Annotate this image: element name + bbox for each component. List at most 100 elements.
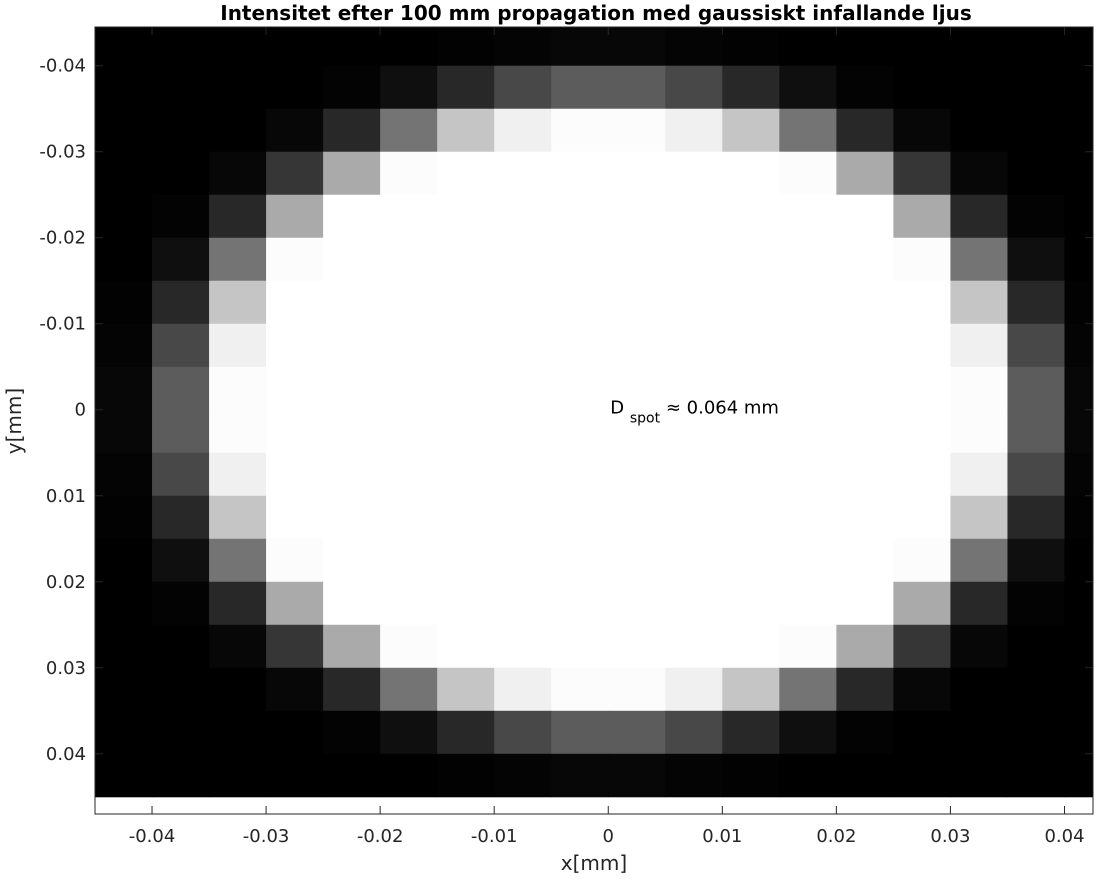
heatmap-cell — [1007, 323, 1065, 368]
heatmap-cell — [1007, 409, 1065, 454]
heatmap-cell — [266, 624, 324, 669]
heatmap-cell — [608, 710, 666, 755]
heatmap-cell — [608, 495, 666, 540]
heatmap-cell — [494, 194, 552, 239]
heatmap-cell — [950, 753, 1008, 798]
heatmap-cell — [950, 108, 1008, 153]
x-tick-label: -0.03 — [243, 826, 290, 847]
heatmap-cell — [1007, 280, 1065, 325]
heatmap-cell — [551, 538, 609, 583]
y-axis-label: y[mm] — [2, 388, 26, 454]
heatmap-cell — [437, 108, 495, 153]
heatmap-cell — [779, 237, 837, 282]
heatmap-cell — [1007, 667, 1065, 712]
heatmap-cell — [779, 151, 837, 196]
heatmap-cell — [266, 495, 324, 540]
y-tick-label: 0.03 — [46, 658, 86, 679]
heatmap-cell — [893, 237, 951, 282]
heatmap-cell — [95, 495, 153, 540]
heatmap-cell — [437, 624, 495, 669]
heatmap-cell — [950, 452, 1008, 497]
annotation-subscript: spot — [630, 411, 661, 427]
heatmap-cell — [380, 323, 438, 368]
heatmap-cell — [836, 495, 894, 540]
heatmap-cell — [950, 280, 1008, 325]
heatmap-cell — [836, 710, 894, 755]
heatmap-cell — [380, 65, 438, 110]
heatmap-cell — [1064, 108, 1094, 153]
heatmap-cell — [152, 151, 210, 196]
heatmap-cell — [1064, 538, 1094, 583]
heatmap-cell — [152, 409, 210, 454]
x-tick-label: -0.01 — [471, 826, 518, 847]
spot-diameter-annotation: D spot ≈ 0.064 mm — [610, 398, 779, 428]
heatmap-cell — [779, 323, 837, 368]
heatmap-cell — [209, 151, 267, 196]
heatmap-cell — [209, 753, 267, 798]
heatmap-cell — [608, 151, 666, 196]
heatmap-cell — [893, 280, 951, 325]
heatmap-cell — [323, 452, 381, 497]
heatmap-cell — [722, 366, 780, 411]
heatmap-cell — [1064, 27, 1094, 67]
heatmap-cell — [323, 280, 381, 325]
heatmap-cell — [893, 538, 951, 583]
heatmap-cell — [950, 538, 1008, 583]
heatmap-cell — [836, 280, 894, 325]
heatmap-cell — [1007, 65, 1065, 110]
heatmap-cell — [437, 753, 495, 798]
heatmap-cell — [266, 280, 324, 325]
heatmap-cell — [836, 323, 894, 368]
heatmap-cell — [608, 581, 666, 626]
heatmap-cell — [722, 581, 780, 626]
heatmap-cell — [665, 753, 723, 798]
heatmap-cell — [722, 151, 780, 196]
heatmap-cell — [836, 194, 894, 239]
heatmap-cell — [722, 495, 780, 540]
x-axis-label: x[mm] — [561, 851, 627, 875]
heatmap-cell — [950, 495, 1008, 540]
heatmap-cell — [323, 323, 381, 368]
chart-title: Intensitet efter 100 mm propagation med … — [220, 1, 971, 25]
heatmap-cell — [722, 27, 780, 67]
heatmap-cell — [323, 151, 381, 196]
heatmap-cell — [380, 581, 438, 626]
heatmap-cell — [437, 323, 495, 368]
heatmap-cell — [1007, 581, 1065, 626]
heatmap-cell — [950, 65, 1008, 110]
heatmap-cell — [380, 538, 438, 583]
heatmap-cell — [380, 280, 438, 325]
heatmap-cell — [950, 194, 1008, 239]
heatmap-cell — [437, 452, 495, 497]
heatmap-cell — [836, 27, 894, 67]
heatmap-cell — [1064, 280, 1094, 325]
heatmap-cell — [950, 366, 1008, 411]
heatmap-cell — [95, 581, 153, 626]
y-tick-label: -0.01 — [39, 314, 86, 335]
heatmap-cell — [95, 409, 153, 454]
heatmap-cell — [779, 495, 837, 540]
heatmap-cell — [380, 151, 438, 196]
heatmap-cell — [551, 667, 609, 712]
heatmap-cell — [494, 581, 552, 626]
heatmap-cell — [494, 151, 552, 196]
heatmap-cell — [266, 667, 324, 712]
heatmap-cell — [893, 624, 951, 669]
heatmap-cell — [152, 581, 210, 626]
heatmap-cell — [323, 538, 381, 583]
heatmap-cell — [437, 151, 495, 196]
heatmap-cell — [836, 538, 894, 583]
heatmap-cell — [437, 27, 495, 67]
heatmap-cell — [380, 624, 438, 669]
heatmap-cell — [722, 452, 780, 497]
heatmap-cell — [209, 710, 267, 755]
heatmap-cell — [209, 409, 267, 454]
heatmap-cell — [95, 667, 153, 712]
heatmap-cell — [722, 710, 780, 755]
heatmap-cell — [323, 495, 381, 540]
heatmap-cell — [779, 581, 837, 626]
heatmap-cell — [437, 495, 495, 540]
heatmap-cell — [152, 538, 210, 583]
heatmap-cell — [209, 237, 267, 282]
